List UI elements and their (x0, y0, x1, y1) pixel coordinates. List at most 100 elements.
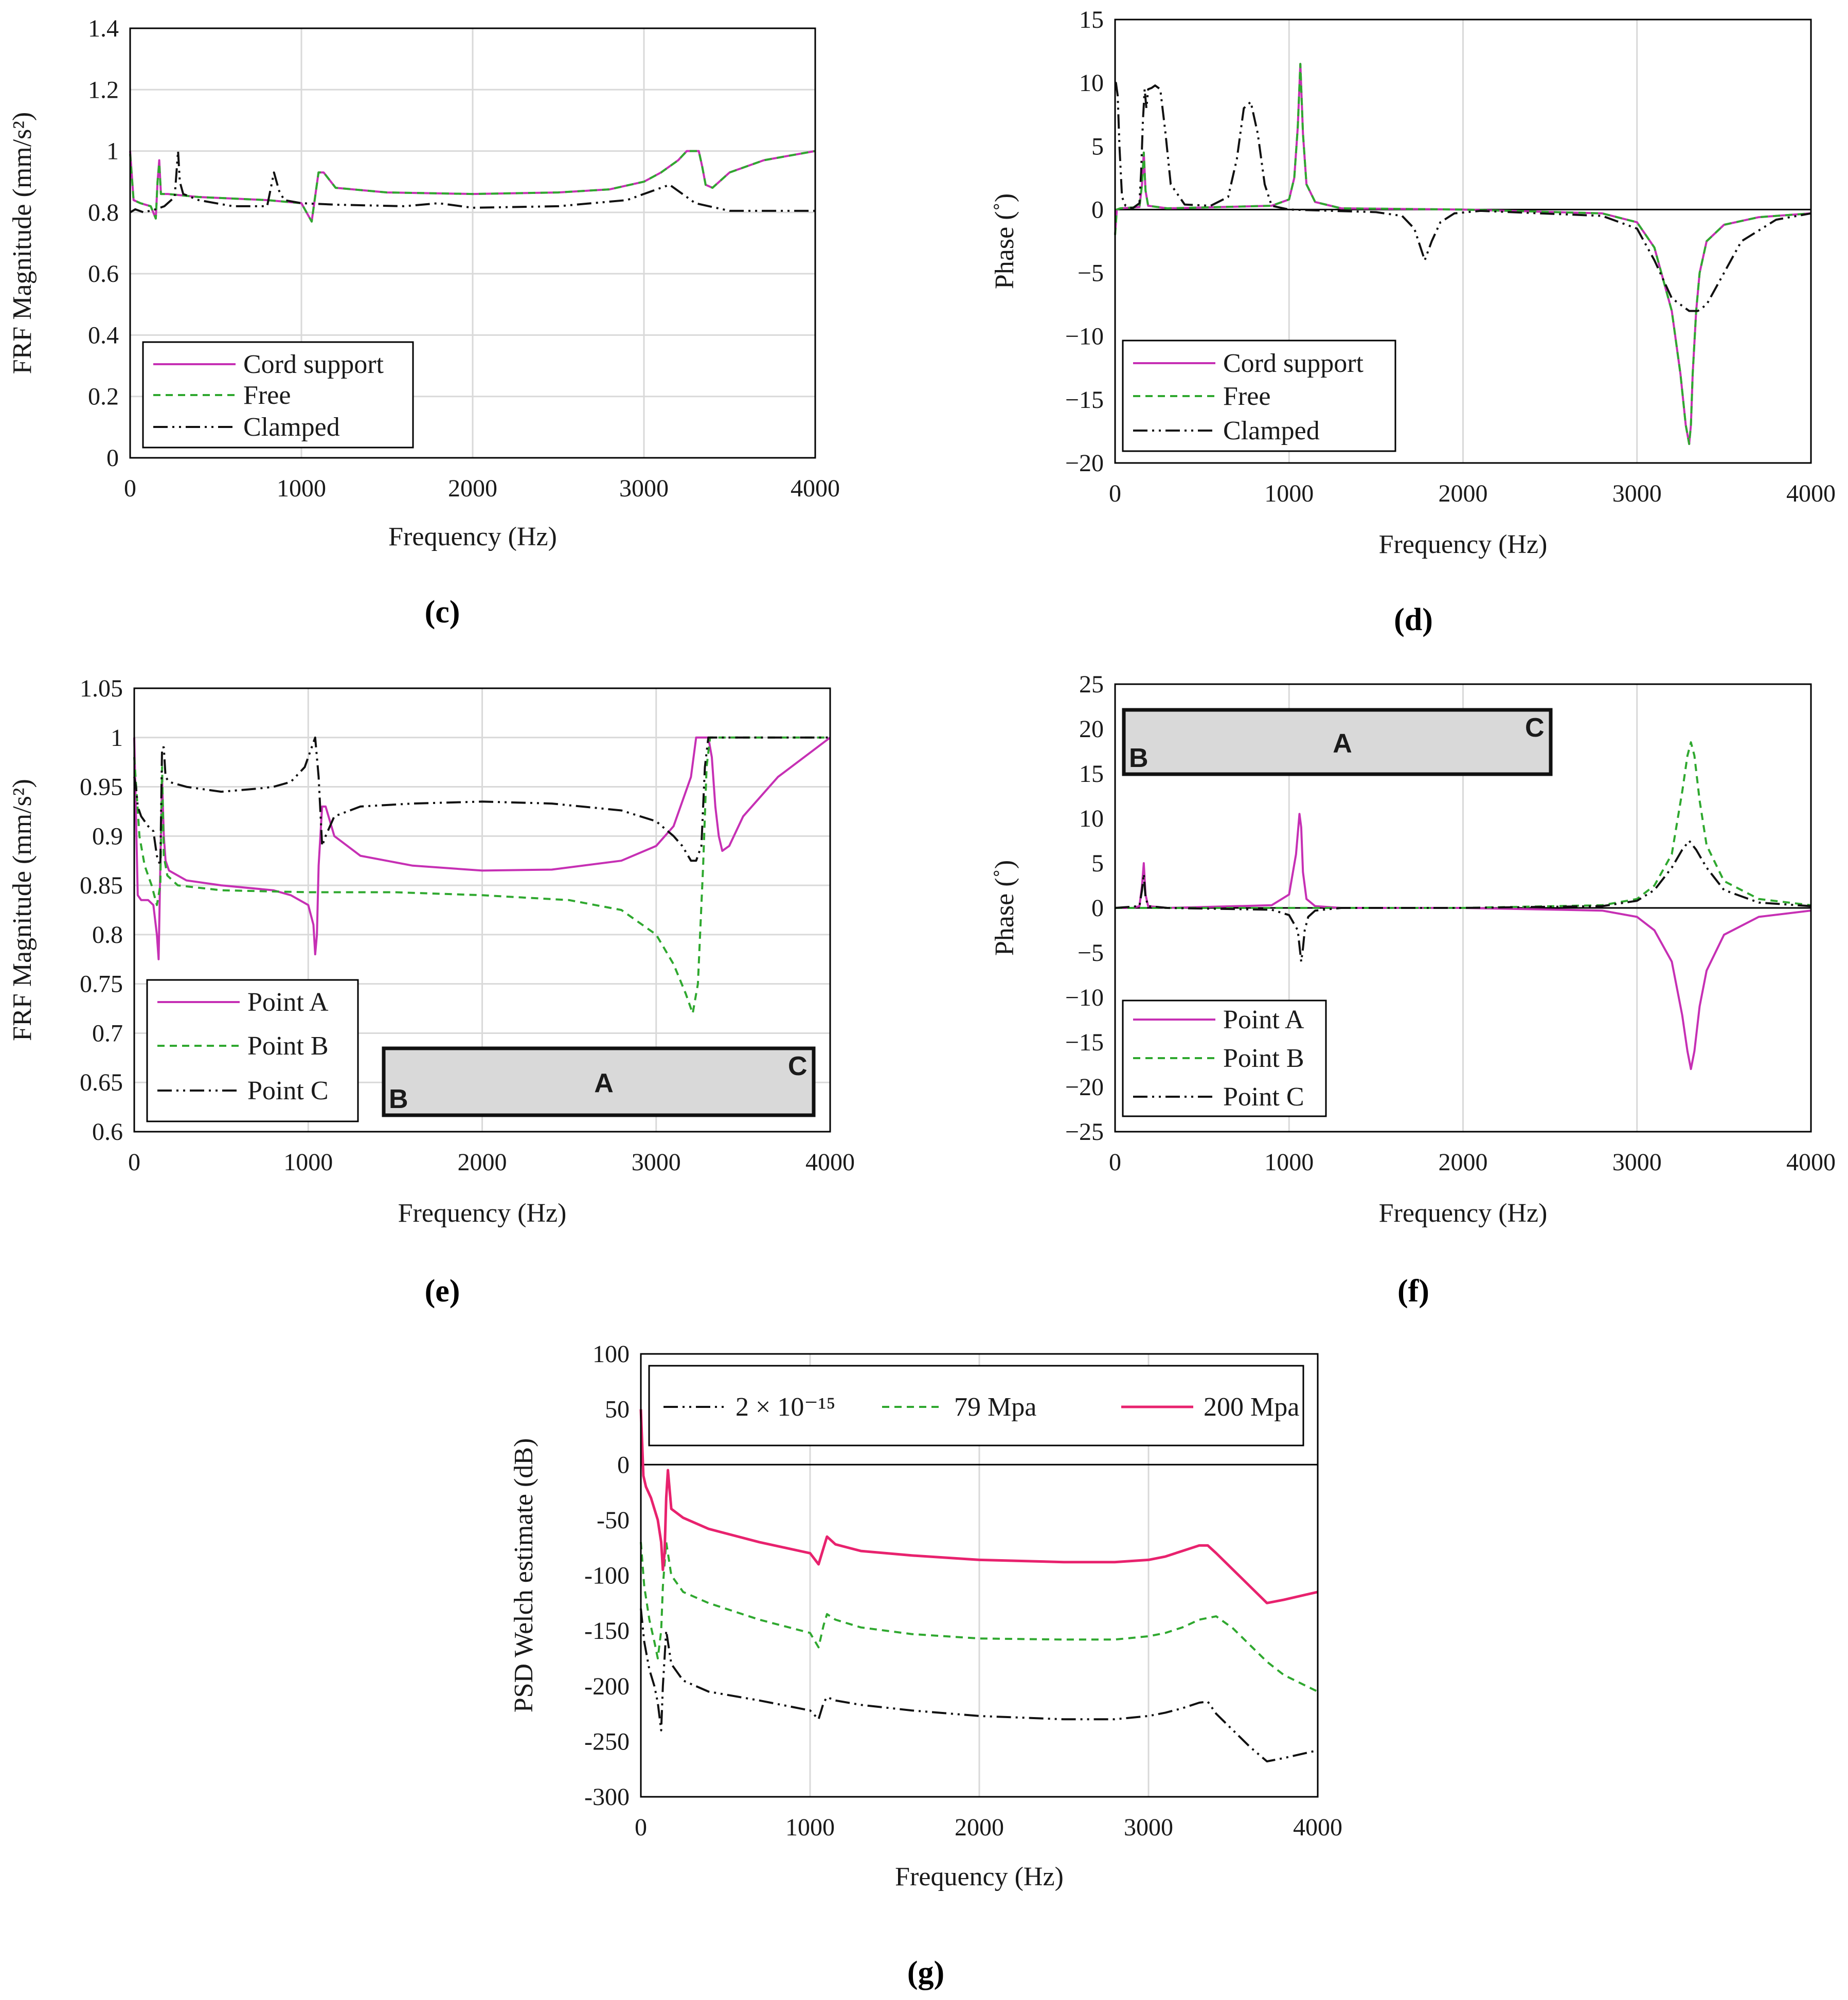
y-axis-title: FRF Magnitude (mm/s²) (8, 779, 37, 1041)
y-tick-label: 0.75 (80, 971, 123, 998)
series-line-point-c (133, 736, 830, 867)
y-tick-label: 5 (1091, 133, 1104, 160)
x-tick-label: 3000 (1124, 1814, 1173, 1841)
series-line-cord-support (1114, 63, 1811, 445)
x-tick-label: 0 (1109, 480, 1121, 507)
series-line-point-c (1115, 840, 1811, 963)
legend-label: 79 Mpa (954, 1392, 1036, 1422)
legend-box (146, 979, 359, 1122)
y-tick-label: −5 (1078, 260, 1104, 287)
y-tick-label: -100 (584, 1562, 630, 1590)
y-tick-label: 15 (1079, 6, 1104, 33)
y-tick-label: 0.8 (88, 199, 119, 226)
x-tick-label: 1000 (283, 1149, 333, 1176)
y-tick-label: -250 (584, 1728, 630, 1755)
x-tick-label: 4000 (1293, 1814, 1342, 1841)
legend-label: Clamped (1223, 416, 1320, 445)
chart-c: 0 0.2 0.4 0.6 0.8 1 1.2 1.4 0 1000 2000 3000 4000 Fre… (8, 15, 840, 630)
y-tick-label: 0.85 (80, 872, 123, 899)
legend-label: Point B (247, 1031, 329, 1061)
specimen-point-a: A (594, 1068, 614, 1098)
x-tick-label: 1000 (785, 1814, 835, 1841)
x-tick-label: 4000 (805, 1149, 855, 1176)
x-tick-label: 1000 (1264, 1149, 1314, 1176)
y-tick-label: 0 (1091, 196, 1104, 223)
x-tick-label: 2000 (1439, 1149, 1488, 1176)
x-axis-title: Frequency (Hz) (398, 1199, 567, 1228)
y-tick-label: −5 (1078, 939, 1104, 967)
series-line-clamped (129, 150, 815, 213)
series-line-clamped (1115, 82, 1811, 312)
plot-frame (1114, 683, 1812, 1133)
series-line-free (129, 150, 816, 223)
specimen-point-c: C (1525, 713, 1545, 743)
legend-box (1122, 340, 1396, 452)
y-tick-label: 25 (1079, 671, 1104, 698)
y-tick-label: -300 (584, 1783, 630, 1811)
x-tick-label: 2000 (448, 475, 497, 502)
panel-label: (g) (907, 1955, 944, 1990)
y-tick-label: 0.7 (92, 1020, 123, 1047)
legend-label: Point C (1223, 1082, 1304, 1112)
y-tick-label: 5 (1091, 850, 1104, 877)
y-tick-label: 15 (1079, 760, 1104, 788)
panel-label: (c) (425, 595, 460, 630)
legend-label: 2 × 10⁻¹⁵ (735, 1392, 836, 1422)
specimen-plate (382, 1046, 816, 1117)
x-axis-title: Frequency (Hz) (895, 1862, 1064, 1891)
y-tick-label: 10 (1079, 805, 1104, 832)
legend-label: Point A (247, 988, 329, 1017)
y-tick-label: 0.9 (92, 823, 123, 850)
y-tick-label: -150 (584, 1617, 630, 1645)
x-axis-title: Frequency (Hz) (388, 522, 557, 551)
x-tick-label: 4000 (1786, 480, 1836, 507)
specimen-point-c: C (788, 1051, 808, 1081)
y-tick-label: 1 (111, 724, 123, 752)
chart-e: 0.6 0.65 0.7 0.75 0.8 0.85 0.9 0.95 1 1.05 0 1000 20… (8, 675, 855, 1309)
y-tick-label: 0.8 (92, 921, 123, 949)
y-tick-label: 0 (106, 444, 119, 472)
specimen-plate (1122, 708, 1553, 776)
y-tick-label: −10 (1065, 323, 1104, 350)
x-tick-label: 3000 (632, 1149, 681, 1176)
x-tick-label: 3000 (1612, 480, 1662, 507)
chart-f: −25 −20 −15 −10 −5 0 5 10 15 20 25 0 1000 2000 3000 400… (990, 671, 1836, 1309)
y-tick-label: 0 (1091, 895, 1104, 922)
legend-label: Cord support (1223, 349, 1364, 378)
x-tick-label: 0 (124, 475, 136, 502)
x-tick-label: 4000 (791, 475, 840, 502)
legend-box (648, 1365, 1304, 1447)
y-axis-title: FRF Magnitude (mm/s²) (8, 112, 37, 374)
y-tick-label: 0.6 (92, 1118, 123, 1146)
y-tick-label: −20 (1065, 450, 1104, 477)
specimen-point-b: B (389, 1084, 408, 1114)
y-tick-label: 1.4 (88, 15, 119, 42)
legend-label: Point A (1223, 1005, 1304, 1034)
panel-label: (e) (425, 1274, 460, 1309)
series-line-79-mpa (640, 1541, 1318, 1693)
y-tick-label: 1.05 (80, 675, 123, 702)
x-tick-label: 1000 (277, 475, 326, 502)
series-line-2-10- (640, 1608, 1318, 1763)
y-tick-label: −10 (1065, 984, 1104, 1011)
x-axis-title: Frequency (Hz) (1379, 530, 1548, 559)
x-tick-label: 3000 (619, 475, 669, 502)
legend-label: Free (243, 381, 291, 410)
series-line-200-mpa (639, 1409, 1318, 1604)
y-tick-label: −20 (1065, 1074, 1104, 1101)
plot-frame (129, 27, 816, 459)
x-tick-label: 1000 (1264, 480, 1314, 507)
y-tick-label: 0.6 (88, 260, 119, 288)
y-tick-label: -200 (584, 1673, 630, 1700)
y-tick-label: 100 (593, 1341, 630, 1368)
y-axis-title: Phase (˚) (990, 860, 1019, 956)
plot-frame (640, 1353, 1319, 1798)
legend-label: Point B (1223, 1044, 1304, 1073)
x-tick-label: 2000 (955, 1814, 1004, 1841)
specimen-point-b: B (1129, 743, 1149, 773)
y-tick-label: 20 (1079, 716, 1104, 743)
y-axis-title: Phase (˚) (990, 193, 1019, 289)
y-tick-label: 0.2 (88, 383, 119, 410)
x-tick-label: 2000 (1439, 480, 1488, 507)
